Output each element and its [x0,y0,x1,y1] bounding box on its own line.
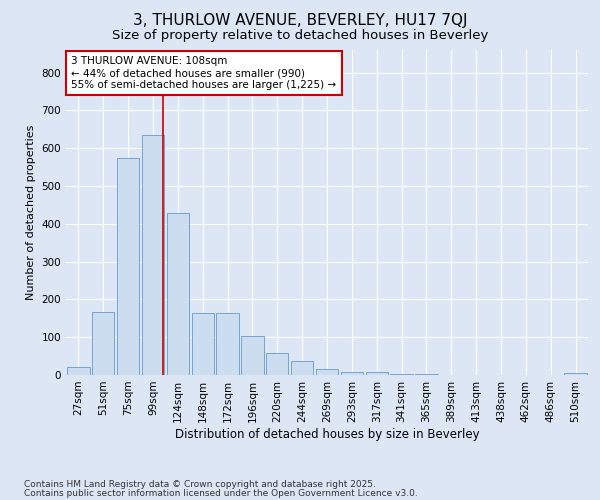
Bar [167,212,189,375]
Bar [142,135,164,375]
Bar [341,372,363,375]
Bar [565,373,587,375]
Bar [391,374,413,375]
Bar [67,368,89,375]
Text: 3 THURLOW AVENUE: 108sqm
← 44% of detached houses are smaller (990)
55% of semi-: 3 THURLOW AVENUE: 108sqm ← 44% of detach… [71,56,337,90]
Bar [316,368,338,375]
Bar [217,312,239,375]
Text: 3, THURLOW AVENUE, BEVERLEY, HU17 7QJ: 3, THURLOW AVENUE, BEVERLEY, HU17 7QJ [133,12,467,28]
Bar [365,372,388,375]
Bar [415,374,437,375]
Bar [241,336,263,375]
Bar [117,158,139,375]
X-axis label: Distribution of detached houses by size in Beverley: Distribution of detached houses by size … [175,428,479,440]
Bar [266,354,289,375]
Bar [92,312,115,375]
Bar [291,360,313,375]
Text: Size of property relative to detached houses in Beverley: Size of property relative to detached ho… [112,29,488,42]
Y-axis label: Number of detached properties: Number of detached properties [26,125,36,300]
Text: Contains HM Land Registry data © Crown copyright and database right 2025.: Contains HM Land Registry data © Crown c… [24,480,376,489]
Text: Contains public sector information licensed under the Open Government Licence v3: Contains public sector information licen… [24,489,418,498]
Bar [191,312,214,375]
